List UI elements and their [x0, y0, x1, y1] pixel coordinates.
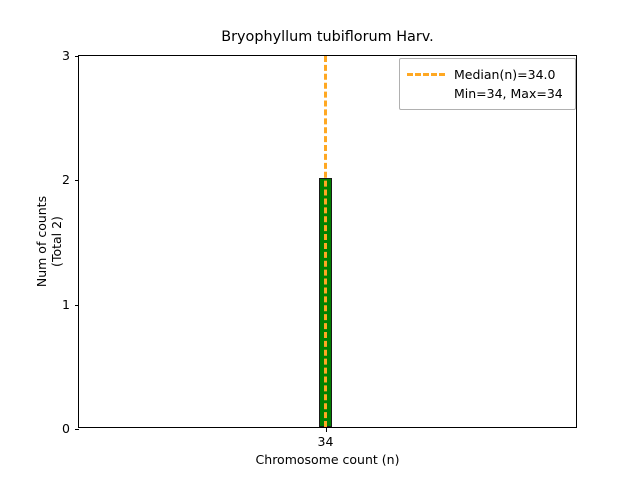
y-axis-label: Num of counts (Total 2)	[34, 195, 64, 288]
y-tick-label-1: 1	[62, 296, 70, 312]
median-line-swatch-icon	[407, 73, 445, 76]
x-axis-label: Chromosome count (n)	[255, 452, 400, 467]
legend: Median(n)=34.0 Min=34, Max=34	[399, 58, 576, 110]
x-tick-label-34: 34	[317, 434, 334, 449]
y-tick-label-0: 0	[62, 421, 70, 436]
legend-label-minmax: Min=34, Max=34	[454, 86, 563, 101]
y-tick-mark-1	[74, 304, 79, 306]
chart-title: Bryophyllum tubiflorum Harv.	[221, 29, 434, 45]
y-tick-mark-2	[74, 180, 79, 182]
plot-area: 3 2 1 0 34 Median(n)=34.0 Min=34, Max=34	[62, 49, 577, 448]
legend-label-median: Median(n)=34.0	[454, 67, 556, 82]
plot-inner	[79, 56, 576, 427]
y-tick-label-3: 3	[62, 48, 70, 63]
x-tick-mark-34	[325, 427, 327, 432]
legend-entry-median: Median(n)=34.0	[407, 65, 568, 84]
y-tick-label-2: 2	[62, 172, 70, 188]
legend-entry-minmax: Min=34, Max=34	[407, 84, 568, 103]
median-line	[324, 56, 327, 427]
y-tick-mark-3	[74, 56, 79, 57]
y-tick-mark-0	[74, 429, 79, 430]
